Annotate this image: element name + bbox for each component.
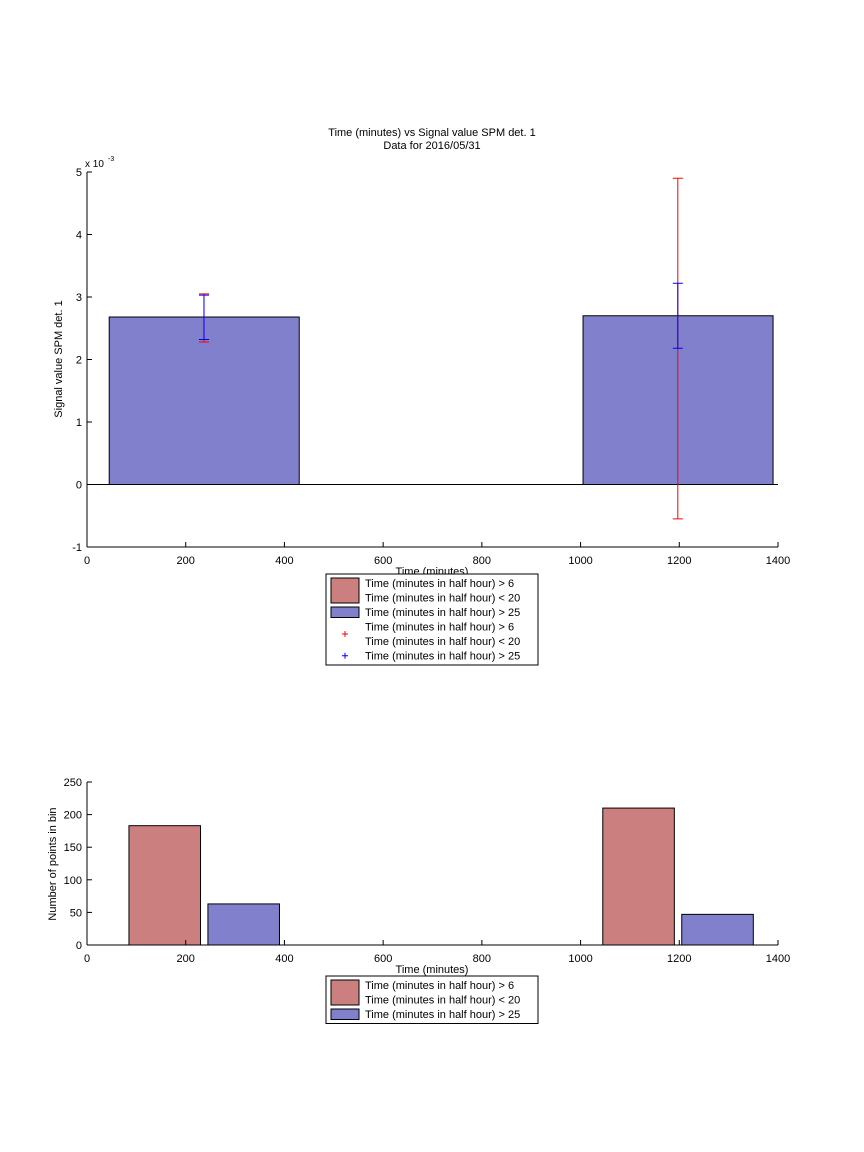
- legend-label: Time (minutes in half hour) > 6: [365, 578, 514, 590]
- chart-title: Time (minutes) vs Signal value SPM det. …: [328, 127, 535, 139]
- bar: [128, 825, 202, 946]
- error-bar-series: [198, 177, 683, 520]
- y-tick-label: 5: [76, 167, 82, 179]
- x-ticks: 0 200 400 600 800 1000 1200 1400: [84, 940, 790, 965]
- x-tick-label: 1400: [766, 953, 790, 965]
- x-tick-label: 400: [275, 555, 293, 567]
- y-tick-label: 1: [76, 417, 82, 429]
- y-tick-label: 250: [64, 777, 82, 789]
- y-tick-label: 3: [76, 292, 82, 304]
- x-tick-label: 200: [177, 953, 195, 965]
- x-tick-label: 400: [275, 953, 293, 965]
- legend-entry: Time (minutes in half hour) > 25: [330, 1008, 520, 1021]
- x-tick-label: 800: [473, 953, 491, 965]
- y-ticks: -1 0 1 2 3 4 5: [72, 167, 92, 554]
- legend-entry: Time (minutes in half hour) > 25: [342, 651, 520, 663]
- legend: Time (minutes in half hour) > 6 Time (min…: [325, 975, 539, 1024]
- x-tick-label: 200: [177, 555, 195, 567]
- legend-label: Time (minutes in half hour) > 6: [365, 622, 514, 634]
- legend: Time (minutes in half hour) > 6 Time (min…: [325, 573, 539, 666]
- count-chart: 0 200 400 600 800 1000 1200 1400 0 50 100 150 200 25…: [47, 777, 790, 1024]
- y-tick-label: -1: [72, 542, 82, 554]
- y-tick-label: 150: [64, 842, 82, 854]
- y-exponent-label: x 10 -3: [85, 156, 114, 170]
- bar: [681, 913, 754, 946]
- legend-label: Time (minutes in half hour) < 20: [365, 995, 520, 1007]
- legend-swatch: [330, 1008, 360, 1020]
- legend-swatch: [330, 606, 360, 618]
- y-tick-label: 100: [64, 875, 82, 887]
- signal-chart: Time (minutes) vs Signal value SPM det. …: [53, 127, 790, 666]
- legend-label: Time (minutes in half hour) > 25: [365, 651, 520, 663]
- x-tick-label: 1000: [568, 953, 592, 965]
- legend-label: Time (minutes in half hour) > 6: [365, 980, 514, 992]
- legend-box: [325, 573, 539, 666]
- x-tick-label: 1000: [568, 555, 592, 567]
- x-tick-label: 0: [84, 953, 90, 965]
- chart-subtitle: Data for 2016/05/31: [383, 140, 480, 152]
- x-ticks: 0 200 400 600 800 1000 1200 1400: [84, 542, 790, 567]
- error-bar: [672, 282, 683, 349]
- axes: [86, 782, 778, 946]
- legend-box: [325, 975, 539, 1024]
- x-tick-label: 1200: [667, 555, 691, 567]
- x-axis-label: Time (minutes): [396, 964, 469, 976]
- legend-swatch: [330, 577, 360, 604]
- legend-label: Time (minutes in half hour) > 25: [365, 1009, 520, 1021]
- legend-label: Time (minutes in half hour) > 25: [365, 607, 520, 619]
- legend-entry: Time (minutes in half hour) > 6 Time (min…: [330, 979, 520, 1007]
- bar: [207, 903, 280, 946]
- y-tick-label: 0: [76, 480, 82, 492]
- x-tick-label: 600: [374, 953, 392, 965]
- x-tick-label: 1400: [766, 555, 790, 567]
- y-tick-label: 50: [70, 907, 82, 919]
- legend-label: Time (minutes in half hour) < 20: [365, 593, 520, 605]
- legend-entry: Time (minutes in half hour) > 25: [330, 606, 520, 619]
- y-exponent-power: -3: [108, 156, 114, 163]
- y-tick-label: 0: [76, 940, 82, 952]
- bar-series: [128, 807, 754, 946]
- bar: [602, 807, 675, 946]
- y-tick-label: 4: [76, 230, 82, 242]
- y-ticks: 0 50 100 150 200 250: [64, 777, 92, 952]
- x-tick-label: 800: [473, 555, 491, 567]
- legend-swatch: [330, 979, 360, 1006]
- legend-entry: Time (minutes in half hour) > 6 Time (min…: [342, 622, 520, 648]
- x-tick-label: 1200: [667, 953, 691, 965]
- legend-label: Time (minutes in half hour) < 20: [365, 636, 520, 648]
- y-axis-label: Signal value SPM det. 1: [53, 300, 65, 417]
- legend-entry: Time (minutes in half hour) > 6 Time (min…: [330, 577, 520, 605]
- y-axis-label: Number of points in bin: [47, 807, 59, 920]
- x-tick-label: 600: [374, 555, 392, 567]
- y-tick-label: 200: [64, 810, 82, 822]
- x-tick-label: 0: [84, 555, 90, 567]
- error-bar: [198, 294, 209, 340]
- y-tick-label: 2: [76, 355, 82, 367]
- y-exponent-base: x 10: [85, 159, 104, 170]
